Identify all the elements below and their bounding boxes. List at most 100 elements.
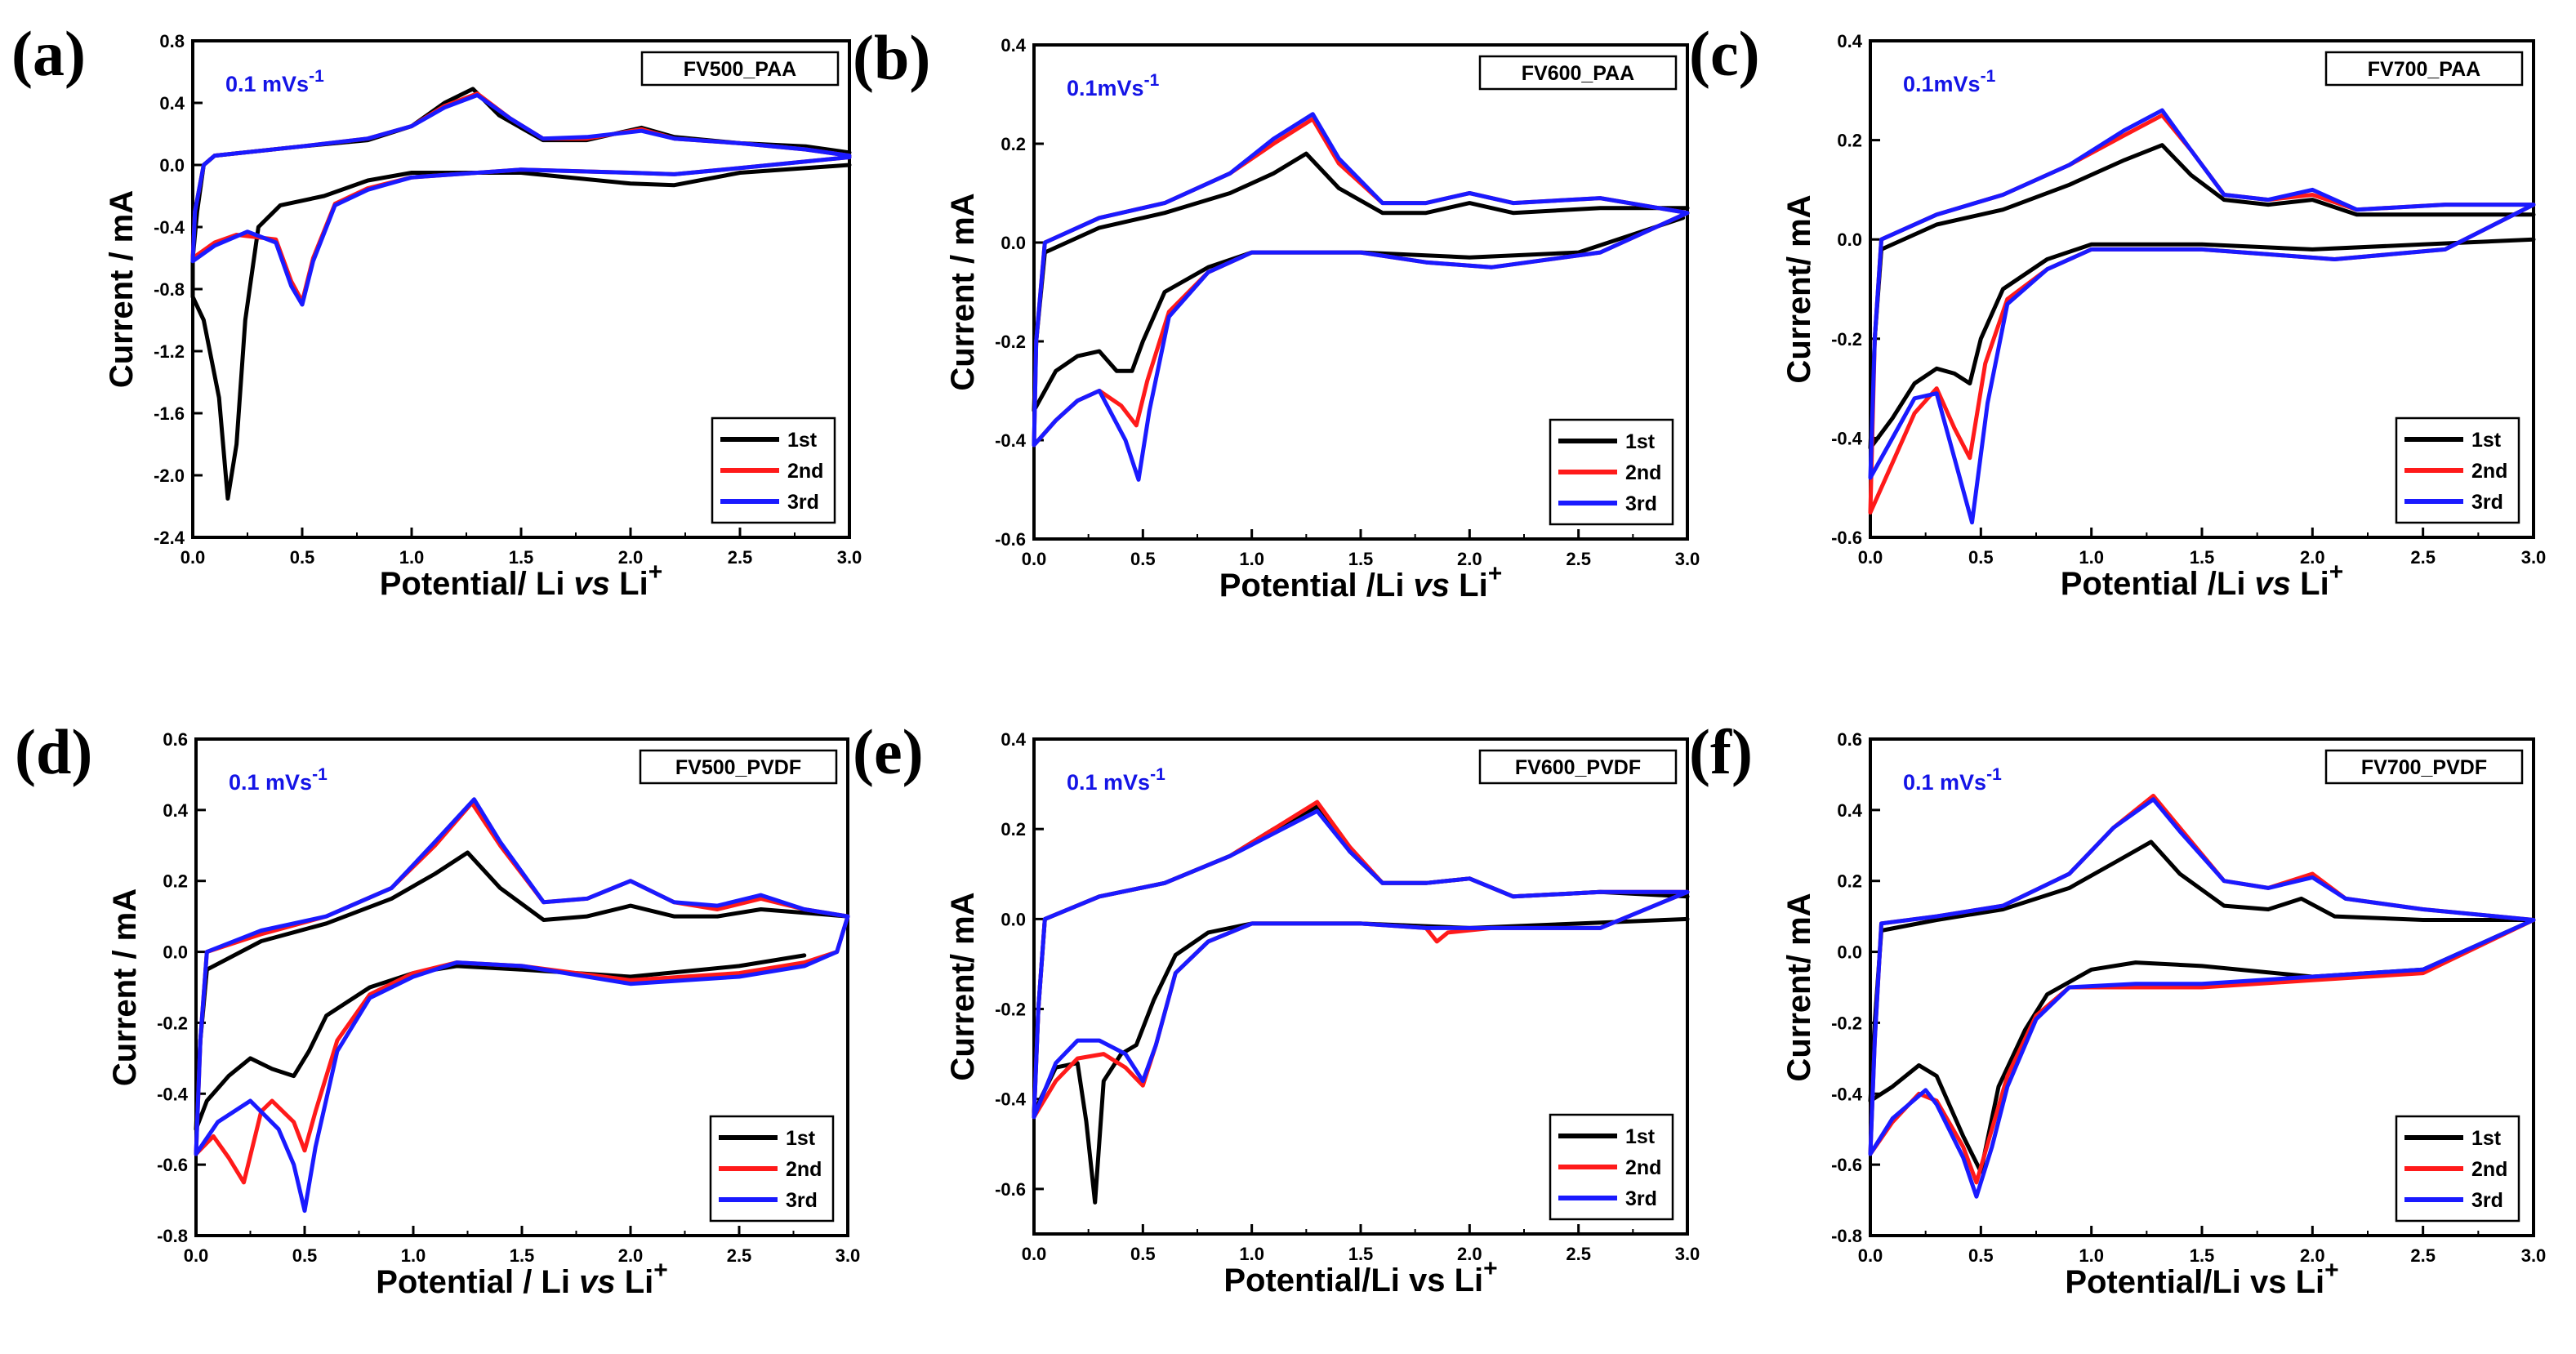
x-tick-label: 0.5 [290,547,315,568]
cv-curve-3rd [1868,108,2536,525]
legend-label-3rd: 3rd [786,1189,818,1212]
y-tick-label: 0.4 [159,93,185,114]
x-tick-label: 0.5 [292,1245,318,1266]
legend-label-3rd: 3rd [2471,1189,2503,1212]
y-tick-label: 0.4 [1001,729,1026,750]
y-tick-label: 0.2 [1837,871,1862,892]
legend-label-3rd: 3rd [2471,491,2503,514]
panel-label: (a) [11,18,86,89]
x-tick-label: 2.5 [1566,549,1591,569]
x-tick-label: 1.0 [2079,547,2104,568]
x-tick-label: 2.5 [2410,1245,2436,1266]
y-tick-label: -0.2 [1831,329,1862,350]
y-tick-label: -0.4 [995,1089,1027,1110]
cv-curve-3rd [1032,112,1690,482]
x-tick-label: 2.5 [727,1245,752,1266]
x-tick-label: 2.0 [2300,547,2325,568]
legend-label-3rd: 3rd [787,491,819,514]
y-axis-label: Current/ mA [945,892,981,1080]
x-tick-label: 0.5 [1130,1244,1156,1264]
cv-curve-3rd [1032,808,1690,1120]
x-tick-label: 0.5 [1130,549,1156,569]
x-tick-label: 3.0 [1675,1244,1700,1264]
scan-rate-label: 0.1 mVs-1 [229,765,328,795]
y-tick-label: -0.4 [157,1084,189,1104]
y-axis-label: Current / mA [104,190,140,388]
legend-label-2nd: 2nd [786,1158,822,1181]
y-tick-label: -0.6 [995,1179,1026,1200]
legend-label-1st: 1st [786,1127,816,1150]
sample-label: FV700_PVDF [2361,756,2487,779]
legend-label-1st: 1st [787,429,818,452]
x-axis-label: Potential /Li vs Li+ [1219,560,1503,604]
x-axis-label: Potential/Li vs Li+ [1223,1255,1497,1298]
legend-label-2nd: 2nd [2471,460,2507,483]
y-tick-label: -0.8 [154,279,185,300]
x-tick-label: 3.0 [2521,1245,2547,1266]
panel-label: (b) [853,22,930,93]
x-tick-label: 3.0 [836,1245,861,1266]
sample-label: FV700_PAA [2368,58,2481,81]
y-tick-label: -0.6 [1831,528,1862,548]
sample-label-box [2324,51,2524,87]
panel-label: (d) [15,716,92,787]
y-tick-label: -0.8 [1831,1226,1862,1246]
x-tick-label: 3.0 [837,547,862,568]
legend-label-1st: 1st [1625,1125,1656,1148]
x-tick-label: 2.0 [1457,549,1482,569]
y-axis-label: Current/ mA [1781,893,1817,1081]
y-tick-label: 0.0 [163,942,188,963]
y-tick-label: -0.8 [157,1226,188,1246]
x-tick-label: 1.0 [2079,1245,2104,1266]
y-tick-label: 0.4 [1837,800,1862,821]
cv-curve-2nd [1032,117,1690,448]
x-tick-label: 2.0 [618,547,644,568]
y-tick-label: -0.4 [1831,428,1863,448]
x-axis-label: Potential/Li vs Li+ [2065,1257,2338,1300]
panel-label: (f) [1689,716,1753,787]
sample-label-box [639,749,838,785]
y-axis-label: Current / mA [945,193,981,390]
legend-label-2nd: 2nd [1625,461,1661,484]
y-tick-label: -1.6 [154,403,185,424]
cv-curve-1st [1868,143,2536,451]
panel-c: 0.0 0.5 1.0 1.5 2.0 2.5 3.0 -0.6 -0.4 -0.2 0.0 0.2 0… [1689,18,2546,602]
sample-label-box [1478,55,1678,91]
cv-curve-1st [194,850,850,1132]
x-tick-label: 0.0 [180,547,206,568]
legend-label-1st: 1st [1625,430,1656,453]
y-tick-label: -0.6 [995,529,1026,550]
x-tick-label: 0.5 [1968,547,1994,568]
panel-e: 0.0 0.5 1.0 1.5 2.0 2.5 3.0 -0.6 -0.4 -0.2 0.0 0.2 0… [853,716,1700,1298]
panel-label: (c) [1689,18,1760,89]
x-tick-label: 1.5 [2190,547,2215,568]
legend-label-1st: 1st [2471,1127,2502,1150]
y-tick-label: 0.2 [1001,134,1026,154]
y-tick-label: -0.6 [157,1155,188,1175]
scan-rate-label: 0.1 mVs-1 [1903,765,2002,795]
cv-curve-2nd [1032,799,1690,1120]
scan-rate-label: 0.1mVs-1 [1903,67,1996,96]
sample-label-box [1478,749,1678,785]
x-tick-label: 2.5 [728,547,753,568]
y-tick-label: 0.2 [163,871,188,892]
y-tick-label: 0.0 [1001,909,1026,929]
sample-label-box [2324,749,2524,785]
y-tick-label: -2.0 [154,465,185,486]
y-tick-label: -0.2 [995,332,1026,352]
cv-curve-3rd [194,797,850,1214]
sample-label: FV600_PAA [1522,62,1635,85]
y-tick-label: 0.0 [1837,229,1862,250]
panel-a: 0.0 0.5 1.0 1.5 2.0 2.5 3.0 -2.4 -2.0 -1.6 -1.2 -0.… [11,18,862,602]
cv-curve-3rd [1868,797,2536,1199]
scan-rate-label: 0.1 mVs-1 [225,67,324,96]
y-tick-label: 0.2 [1837,131,1862,151]
x-tick-label: 3.0 [1675,549,1700,569]
x-tick-label: 2.0 [1457,1244,1482,1264]
x-axis-label: Potential/ Li vs Li+ [380,559,663,602]
sample-label-box [640,51,840,87]
x-tick-label: 2.5 [2410,547,2436,568]
legend-label-2nd: 2nd [787,460,823,483]
